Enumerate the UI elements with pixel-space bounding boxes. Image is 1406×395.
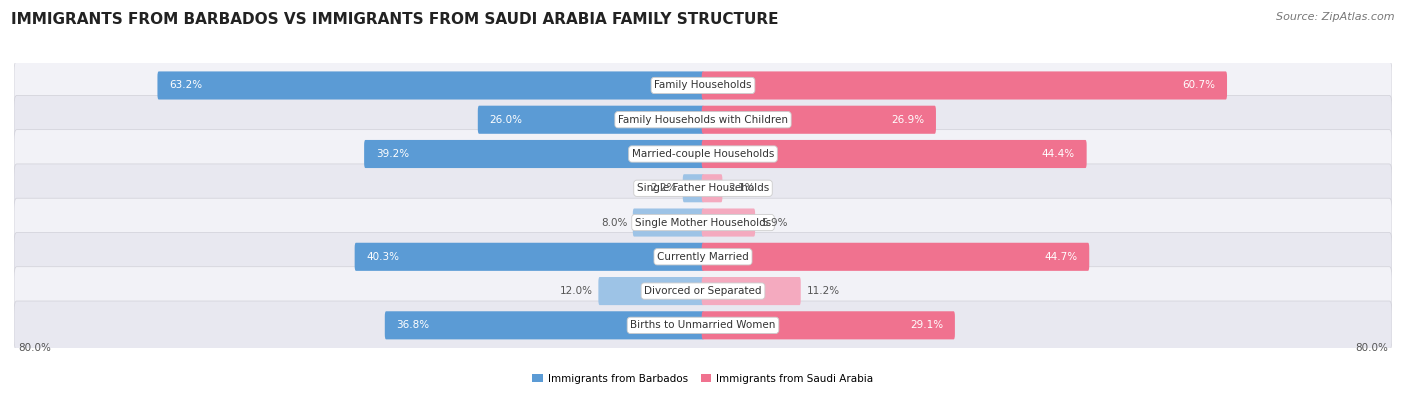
- Text: Divorced or Separated: Divorced or Separated: [644, 286, 762, 296]
- FancyBboxPatch shape: [702, 174, 723, 202]
- FancyBboxPatch shape: [683, 174, 704, 202]
- FancyBboxPatch shape: [478, 106, 704, 134]
- Text: 12.0%: 12.0%: [560, 286, 593, 296]
- FancyBboxPatch shape: [14, 164, 1392, 213]
- Text: Family Households: Family Households: [654, 81, 752, 90]
- Text: 11.2%: 11.2%: [807, 286, 839, 296]
- Text: 80.0%: 80.0%: [1355, 342, 1388, 353]
- Legend: Immigrants from Barbados, Immigrants from Saudi Arabia: Immigrants from Barbados, Immigrants fro…: [529, 370, 877, 388]
- Text: 44.7%: 44.7%: [1045, 252, 1077, 262]
- Text: 2.2%: 2.2%: [651, 183, 678, 193]
- Text: 60.7%: 60.7%: [1182, 81, 1215, 90]
- Text: 36.8%: 36.8%: [396, 320, 430, 330]
- FancyBboxPatch shape: [14, 96, 1392, 144]
- FancyBboxPatch shape: [702, 243, 1090, 271]
- FancyBboxPatch shape: [702, 277, 801, 305]
- Text: Births to Unmarried Women: Births to Unmarried Women: [630, 320, 776, 330]
- Text: 8.0%: 8.0%: [600, 218, 627, 228]
- Text: 63.2%: 63.2%: [169, 81, 202, 90]
- FancyBboxPatch shape: [702, 209, 755, 237]
- Text: 2.1%: 2.1%: [728, 183, 755, 193]
- Text: 26.9%: 26.9%: [891, 115, 924, 125]
- FancyBboxPatch shape: [702, 311, 955, 339]
- Text: 5.9%: 5.9%: [761, 218, 787, 228]
- Text: Single Mother Households: Single Mother Households: [636, 218, 770, 228]
- FancyBboxPatch shape: [14, 61, 1392, 110]
- Text: Family Households with Children: Family Households with Children: [619, 115, 787, 125]
- FancyBboxPatch shape: [14, 233, 1392, 281]
- FancyBboxPatch shape: [354, 243, 704, 271]
- Text: Currently Married: Currently Married: [657, 252, 749, 262]
- FancyBboxPatch shape: [599, 277, 704, 305]
- Text: 40.3%: 40.3%: [367, 252, 399, 262]
- Text: IMMIGRANTS FROM BARBADOS VS IMMIGRANTS FROM SAUDI ARABIA FAMILY STRUCTURE: IMMIGRANTS FROM BARBADOS VS IMMIGRANTS F…: [11, 12, 779, 27]
- FancyBboxPatch shape: [702, 106, 936, 134]
- FancyBboxPatch shape: [633, 209, 704, 237]
- Text: Single Father Households: Single Father Households: [637, 183, 769, 193]
- FancyBboxPatch shape: [157, 71, 704, 100]
- Text: 44.4%: 44.4%: [1042, 149, 1076, 159]
- Text: 29.1%: 29.1%: [910, 320, 943, 330]
- Text: 39.2%: 39.2%: [375, 149, 409, 159]
- FancyBboxPatch shape: [14, 130, 1392, 178]
- Text: 80.0%: 80.0%: [18, 342, 51, 353]
- FancyBboxPatch shape: [14, 301, 1392, 350]
- FancyBboxPatch shape: [702, 71, 1227, 100]
- FancyBboxPatch shape: [702, 140, 1087, 168]
- FancyBboxPatch shape: [14, 267, 1392, 315]
- Text: Source: ZipAtlas.com: Source: ZipAtlas.com: [1277, 12, 1395, 22]
- FancyBboxPatch shape: [364, 140, 704, 168]
- FancyBboxPatch shape: [14, 198, 1392, 247]
- FancyBboxPatch shape: [385, 311, 704, 339]
- Text: Married-couple Households: Married-couple Households: [631, 149, 775, 159]
- Text: 26.0%: 26.0%: [489, 115, 523, 125]
